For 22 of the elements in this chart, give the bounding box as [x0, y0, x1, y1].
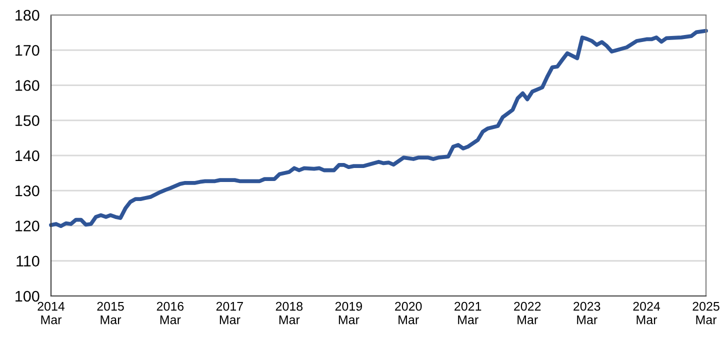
x-tick-label: 2023 Mar	[574, 302, 600, 324]
x-tick-label: 2017 Mar	[216, 302, 243, 324]
x-tick-label: 2016 Mar	[156, 302, 184, 324]
x-tick-label: 2020 Mar	[395, 302, 422, 324]
line-series	[49, 28, 708, 228]
y-tick-label: 160	[16, 80, 40, 91]
y-tick-label: 120	[16, 220, 40, 232]
y-tick-label: 130	[16, 185, 40, 196]
y-tick-label: 180	[16, 10, 40, 21]
y-tick-label: 150	[16, 115, 40, 126]
y-tick-label: 100	[16, 290, 40, 302]
x-tick-label: 2021 Mar	[454, 302, 482, 324]
x-tick-label: 2019 Mar	[335, 302, 362, 324]
x-tick-label: 2024 Mar	[633, 302, 660, 324]
y-tick-label: 110	[16, 256, 40, 267]
x-tick-label: 2025 Mar	[692, 302, 720, 324]
x-tick-label: 2015 Mar	[97, 302, 124, 324]
x-tick-label: 2022 Mar	[514, 302, 541, 324]
x-tick-label: 2014 Mar	[38, 302, 65, 324]
y-tick-label: 140	[16, 150, 40, 162]
x-tick-label: 2018 Mar	[276, 302, 303, 324]
y-tick-label: 170	[16, 44, 40, 56]
